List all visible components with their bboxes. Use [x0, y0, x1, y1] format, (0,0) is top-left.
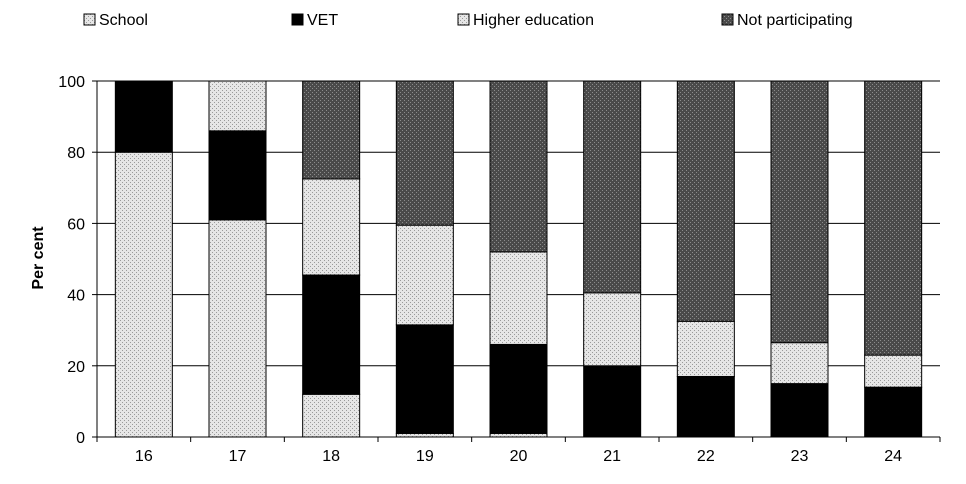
- bar-segment-vet: [676, 375, 735, 438]
- legend-label: VET: [307, 12, 338, 29]
- bar-segment-vet: [583, 365, 642, 438]
- bar-segment-not-participating: [770, 80, 829, 344]
- bar-segment-higher-education: [864, 354, 923, 388]
- x-tick-label: 23: [791, 448, 809, 465]
- bar-segment-higher-education: [208, 80, 267, 132]
- bar-segment-vet: [395, 324, 454, 434]
- bar-segment-not-participating: [676, 80, 735, 322]
- bar-segment-vet: [489, 343, 548, 434]
- x-tick-label: 20: [510, 448, 528, 465]
- x-tick-label: 21: [603, 448, 621, 465]
- y-tick-label: 0: [76, 430, 85, 447]
- x-tick-label: 19: [416, 448, 434, 465]
- bar-segment-higher-education: [583, 292, 642, 367]
- bar-segment-higher-education: [770, 342, 829, 385]
- legend-swatch: [721, 13, 734, 26]
- bar-segment-vet: [302, 274, 361, 395]
- x-tick-label: 22: [697, 448, 715, 465]
- bar-segment-not-participating: [302, 80, 361, 180]
- y-tick-label: 40: [67, 288, 85, 305]
- legend-swatch: [83, 13, 96, 26]
- legend-label: School: [99, 12, 148, 29]
- bar-segment-vet: [208, 130, 267, 221]
- y-tick-label: 100: [58, 74, 85, 91]
- bar-segment-vet: [114, 80, 173, 153]
- bar-segment-vet: [864, 386, 923, 438]
- legend-label: Higher education: [473, 12, 594, 29]
- y-axis-label: Per cent: [30, 226, 47, 290]
- bar-segment-not-participating: [395, 80, 454, 226]
- bar-segment-school: [114, 151, 173, 438]
- bar-segment-school: [302, 393, 361, 438]
- y-tick-label: 80: [67, 145, 85, 162]
- x-tick-label: 18: [322, 448, 340, 465]
- x-tick-label: 24: [884, 448, 902, 465]
- bar-segment-not-participating: [583, 80, 642, 294]
- bar-segment-school: [395, 432, 454, 438]
- y-tick-label: 60: [67, 216, 85, 233]
- bar-segment-higher-education: [302, 178, 361, 276]
- bar-segment-not-participating: [864, 80, 923, 356]
- legend: School VET Higher education Not participati…: [83, 12, 853, 29]
- x-tick-label: 16: [135, 448, 153, 465]
- bar-segment-higher-education: [489, 251, 548, 345]
- y-tick-label: 20: [67, 359, 85, 376]
- legend-swatch: [457, 13, 470, 26]
- x-tick-label: 17: [229, 448, 247, 465]
- bar-segment-school: [208, 219, 267, 438]
- axes: 0 20 40 60 80 100 16 17 18 19 20 21 22 23 24: [58, 74, 941, 465]
- bar-segment-school: [489, 432, 548, 438]
- legend-swatch: [291, 13, 304, 26]
- bar-segment-higher-education: [676, 320, 735, 377]
- bar-segment-vet: [770, 383, 829, 438]
- bar-segment-higher-education: [395, 224, 454, 326]
- bar-segment-not-participating: [489, 80, 548, 253]
- bars: [114, 80, 923, 438]
- legend-label: Not participating: [737, 12, 853, 29]
